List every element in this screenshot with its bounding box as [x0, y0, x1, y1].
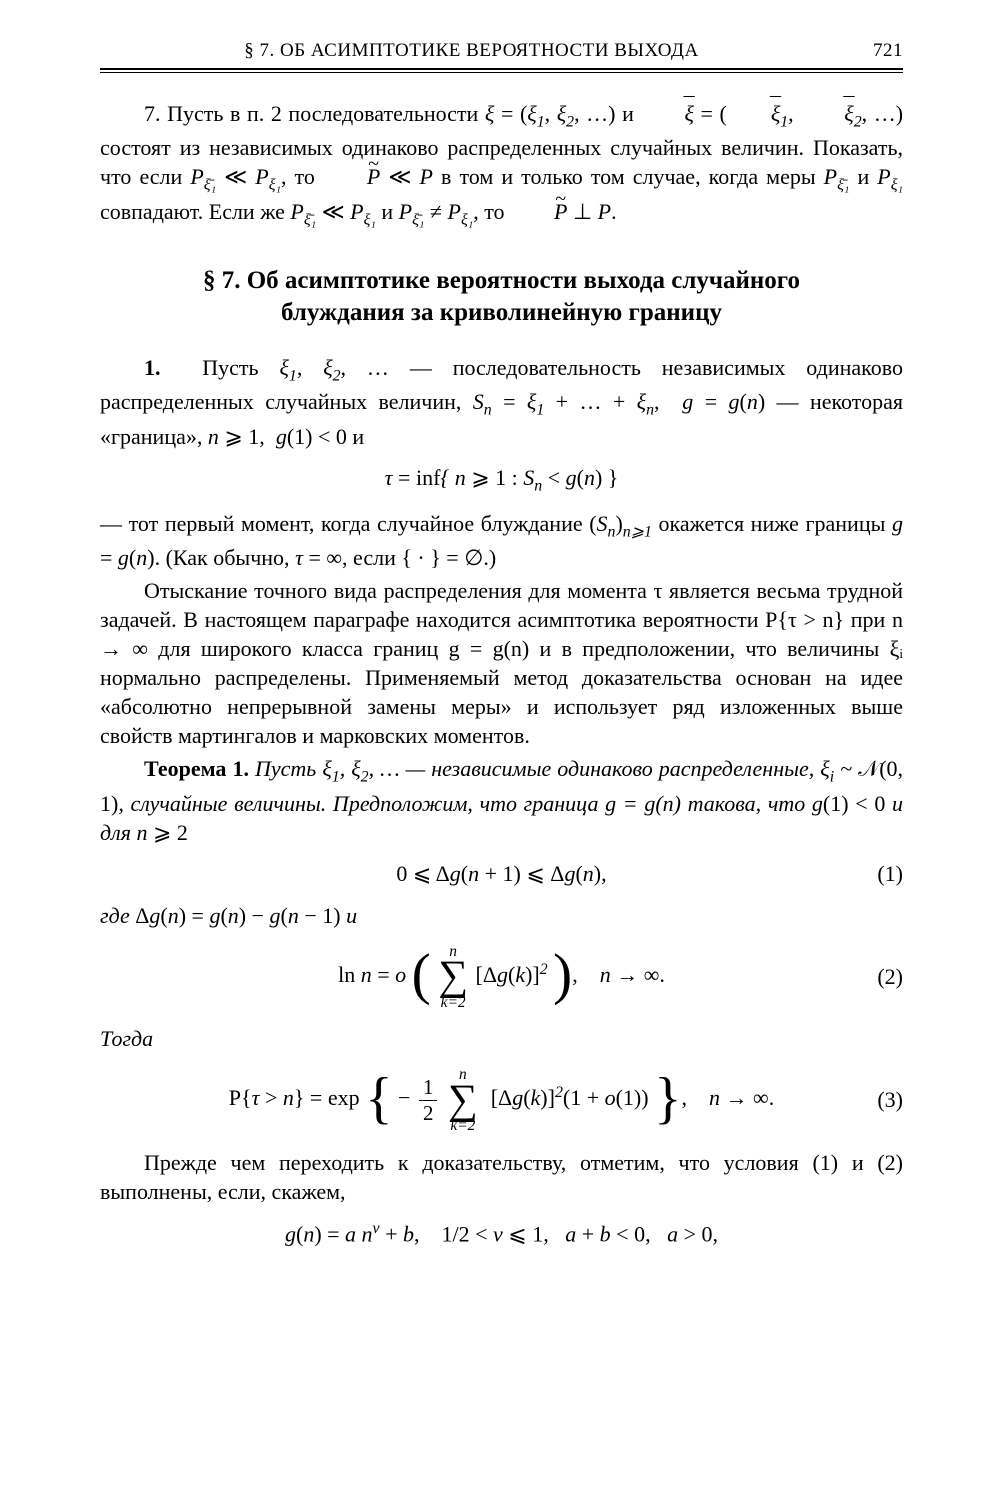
- running-head: § 7. ОБ АСИМПТОТИКЕ ВЕРОЯТНОСТИ ВЫХОДА 7…: [100, 40, 903, 70]
- equation-gn: g(n) = a nν + b, 1/2 < ν ⩽ 1, a + b < 0,…: [100, 1220, 903, 1247]
- paragraph-problem-7: 7. Пусть в п. 2 последовательности ξ = (…: [100, 99, 903, 231]
- theorem-1: Теорема 1. Пусть ξ1, ξ2, … — независимые…: [100, 754, 903, 846]
- equation-number-1: (1): [877, 861, 903, 887]
- paragraph-1b: — тот первый момент, когда случайное блу…: [100, 509, 903, 572]
- equation-1: 0 ⩽ Δg(n + 1) ⩽ Δg(n), (1): [100, 861, 903, 887]
- paragraph-1a: 1. Пусть ξ1, ξ2, … — последовательность …: [100, 353, 903, 451]
- page: § 7. ОБ АСИМПТОТИКЕ ВЕРОЯТНОСТИ ВЫХОДА 7…: [0, 0, 993, 1500]
- equation-3: P{τ > n} = exp { − 12 n ∑ k=2 [Δg(k)]2(1…: [100, 1067, 903, 1133]
- paragraph-1c: Отыскание точного вида распределения для…: [100, 576, 903, 750]
- theorem-label: Теорема 1.: [144, 756, 249, 781]
- header-rule: [100, 72, 903, 73]
- equation-tau: τ = inf{ n ⩾ 1 : Sn < g(n) }: [100, 465, 903, 495]
- paragraph-then: Тогда: [100, 1024, 903, 1053]
- equation-number-3: (3): [877, 1087, 903, 1113]
- equation-2: ln n = o ( n ∑ k=2 [Δg(k)]2 ), n → ∞. (2…: [100, 944, 903, 1010]
- page-number: 721: [843, 40, 903, 62]
- equation-number-2: (2): [877, 964, 903, 990]
- paragraph-where: где Δg(n) = g(n) − g(n − 1) и: [100, 901, 903, 930]
- paragraph-before-proof: Прежде чем переходить к доказательству, …: [100, 1148, 903, 1206]
- section-title: § 7. Об асимптотике вероятности выхода с…: [140, 265, 863, 329]
- running-head-title: § 7. ОБ АСИМПТОТИКЕ ВЕРОЯТНОСТИ ВЫХОДА: [100, 40, 843, 62]
